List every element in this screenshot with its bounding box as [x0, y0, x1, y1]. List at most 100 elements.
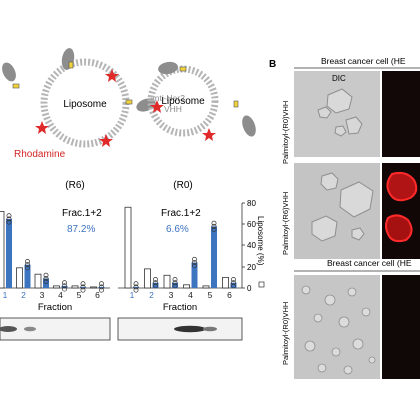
rhodamine-star — [35, 121, 49, 134]
replicate-point — [211, 227, 217, 233]
linker-tag — [68, 61, 74, 69]
x-axis-label-left: Fraction — [38, 302, 72, 313]
replicate-point — [43, 275, 49, 281]
cell-shape — [326, 88, 353, 114]
fluorescent-cell — [386, 171, 418, 202]
x-tick-label: 1 — [3, 290, 8, 300]
replicate-point — [25, 265, 30, 271]
replicate-point — [231, 280, 236, 286]
schematic-right: Liposome — [147, 61, 256, 141]
bar-antibody — [133, 286, 139, 288]
x-tick-label: 4 — [58, 290, 63, 300]
anti-her2-label: anti-Her2 — [150, 93, 185, 103]
replicate-point — [192, 260, 197, 265]
fluorescent-cell — [385, 214, 413, 243]
bar-antibody — [98, 286, 105, 288]
x-tick-label: 5 — [77, 290, 82, 300]
vhh-shape — [158, 61, 178, 75]
fluorescence-image-row1 — [382, 71, 420, 157]
replicate-point — [62, 283, 67, 289]
bar-total — [202, 285, 210, 289]
vhh-shape — [2, 62, 16, 82]
cell-shape — [334, 125, 347, 137]
replicate-point — [6, 216, 12, 222]
x-tick-label: 3 — [40, 290, 45, 300]
x-tick-label: 2 — [21, 290, 26, 300]
replicate-point — [62, 280, 67, 286]
linker-tag — [125, 99, 133, 105]
schematic-left: Liposome anti-Her2 VHH Rhodamine — [2, 48, 185, 160]
x-tick-label: 3 — [169, 290, 174, 300]
bar-total — [163, 274, 171, 289]
liposome-membrane-right — [147, 65, 219, 137]
rhodamine-star — [105, 69, 119, 82]
chart-left-title: (R6) — [65, 180, 84, 191]
bar-total — [53, 285, 60, 289]
chart-right-title: (R0) — [173, 180, 192, 191]
blot-band — [174, 325, 206, 333]
rhodamine-label: Rhodamine — [14, 149, 66, 160]
replicate-point — [153, 280, 158, 286]
replicate-point — [172, 277, 178, 282]
bar-total — [71, 285, 79, 289]
cell-shape — [345, 116, 363, 135]
x-tick-label: 5 — [208, 290, 213, 300]
y-tick-label: 40 — [247, 241, 256, 250]
bar-total — [16, 267, 23, 289]
replicate-point — [99, 281, 104, 287]
vhh-label: VHH — [164, 104, 182, 114]
fluorescence-image-row3 — [382, 275, 420, 379]
replicate-point — [211, 220, 217, 226]
replicate-point — [231, 277, 236, 282]
x-tick-label: 2 — [149, 290, 154, 300]
cell-shape — [317, 106, 332, 119]
replicate-point — [62, 286, 67, 292]
cell-shape — [320, 172, 339, 191]
right-frac-label: Frac.1+2 — [161, 208, 201, 219]
replicate-point — [80, 284, 86, 290]
blot-band — [24, 326, 36, 332]
replicate-point — [80, 281, 86, 287]
replicate-point — [99, 284, 104, 290]
replicate-point — [192, 256, 197, 262]
replicate-point — [172, 283, 178, 289]
blot-band — [203, 326, 217, 332]
bar-antibody — [191, 262, 198, 288]
dic-label: DIC — [332, 74, 346, 83]
bar-total — [34, 273, 42, 289]
replicate-point — [99, 287, 104, 293]
bar-total — [124, 206, 132, 289]
bar-antibody — [80, 286, 86, 288]
bar-antibody — [152, 282, 159, 288]
panel-b-letter: B — [269, 59, 276, 70]
x-tick-label: 1 — [130, 290, 135, 300]
y-tick-label: 20 — [247, 263, 256, 272]
row-label-3: Palmitoyl-(R0)VHH — [281, 302, 290, 365]
replicate-point — [172, 280, 178, 286]
row-label-2: Palmitoyl-(R6)VHH — [281, 192, 290, 255]
y-tick-label: 0 — [247, 284, 252, 293]
bar-antibody — [6, 218, 12, 288]
replicate-point — [25, 258, 30, 264]
replicate-point — [25, 262, 30, 268]
dic-image-row1 — [294, 71, 380, 157]
blot-strip-left — [0, 317, 111, 341]
replicate-point — [231, 283, 236, 289]
replicate-point — [211, 223, 217, 229]
bar-total — [90, 286, 97, 289]
y-tick-label: 60 — [247, 220, 256, 229]
linker-tag — [233, 100, 239, 108]
liposome-label-right: Liposome — [161, 96, 205, 107]
rhodamine-star — [99, 134, 113, 147]
x-tick-label: 6 — [95, 290, 100, 300]
replicate-point — [153, 277, 158, 282]
chart-right-marks: 1 2 3 4 5 6 — [124, 206, 237, 300]
cell-cluster — [301, 285, 376, 375]
chart-left-marks: 1 2 3 4 5 6 — [0, 211, 105, 300]
left-frac-label: Frac.1+2 — [62, 208, 102, 219]
blot-band — [0, 326, 17, 332]
x-tick-label: 4 — [188, 290, 193, 300]
replicate-point — [6, 213, 12, 219]
bar-total — [0, 211, 5, 289]
